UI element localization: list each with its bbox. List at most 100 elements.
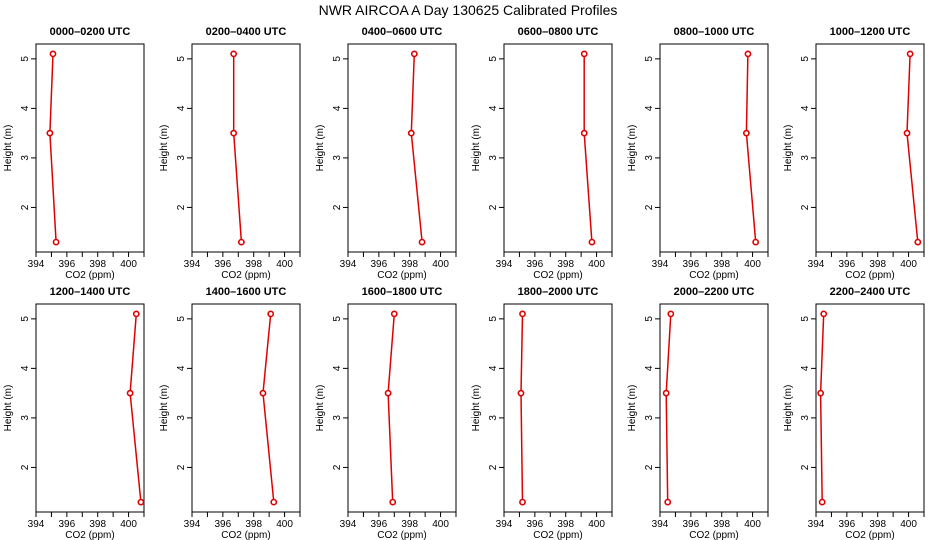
y-tick-label: 5 — [176, 56, 187, 62]
y-tick-label: 5 — [332, 56, 343, 62]
y-tick-label: 3 — [644, 155, 655, 161]
x-tick-label: 394 — [184, 519, 201, 530]
x-axis-label: CO2 (ppm) — [377, 270, 426, 281]
x-tick-label: 398 — [89, 259, 106, 270]
data-point — [519, 498, 526, 506]
y-axis-label: Height (m) — [315, 385, 326, 432]
x-tick-label: 396 — [683, 259, 700, 270]
panel-title: 2200–2400 UTC — [830, 286, 911, 298]
profile-line — [49, 53, 57, 243]
data-point — [237, 238, 245, 246]
panel-6: 1000–1200 UTC 394 396 398 400 2 3 4 5 CO2 (ppm) He… — [783, 26, 925, 281]
x-tick-label: 394 — [652, 519, 669, 530]
data-point — [662, 389, 670, 397]
panel-title: 1600–1800 UTC — [362, 286, 443, 298]
panel-title: 1200–1400 UTC — [50, 286, 131, 298]
y-tick-label: 5 — [644, 56, 655, 62]
y-tick-label: 3 — [20, 155, 31, 161]
y-tick-label: 2 — [20, 204, 31, 210]
x-axis-label: CO2 (ppm) — [533, 270, 582, 281]
y-tick-label: 5 — [332, 316, 343, 322]
y-axis-label: Height (m) — [3, 385, 14, 432]
panel-title: 1000–1200 UTC — [830, 26, 911, 38]
x-tick-label: 398 — [245, 519, 262, 530]
y-tick-label: 4 — [176, 365, 187, 371]
panel-7: 1200–1400 UTC 394 396 398 400 2 3 4 5 CO2 (ppm) He… — [3, 286, 145, 540]
panel-title: 2000–2200 UTC — [674, 286, 755, 298]
y-tick-label: 4 — [800, 105, 811, 111]
x-tick-label: 394 — [340, 259, 357, 270]
plot-frame — [659, 43, 769, 253]
x-tick-label: 400 — [744, 259, 761, 270]
y-tick-label: 5 — [20, 316, 31, 322]
x-tick-label: 396 — [215, 519, 232, 530]
panel-10: 1800–2000 UTC 394 396 398 400 2 3 4 5 CO2 (ppm) He… — [471, 286, 613, 540]
x-tick-label: 396 — [371, 519, 388, 530]
plot-frame — [659, 303, 769, 513]
profile-line — [232, 53, 243, 243]
y-tick-label: 5 — [800, 316, 811, 322]
x-tick-label: 398 — [869, 259, 886, 270]
data-point — [519, 310, 526, 318]
x-tick-label: 394 — [340, 519, 357, 530]
x-tick-label: 396 — [839, 519, 856, 530]
y-tick-label: 2 — [332, 204, 343, 210]
y-tick-label: 4 — [488, 365, 499, 371]
y-tick-label: 4 — [20, 365, 31, 371]
panel-title: 1400–1600 UTC — [206, 286, 287, 298]
x-tick-label: 400 — [120, 259, 137, 270]
x-tick-label: 394 — [28, 259, 45, 270]
x-axis-label: CO2 (ppm) — [845, 270, 894, 281]
x-tick-label: 396 — [683, 519, 700, 530]
x-tick-label: 400 — [900, 519, 917, 530]
y-tick-label: 2 — [800, 464, 811, 470]
x-tick-label: 396 — [527, 259, 544, 270]
x-tick-label: 398 — [401, 519, 418, 530]
plot-frame — [347, 43, 457, 253]
plot-frame — [35, 43, 145, 253]
data-point — [588, 238, 596, 246]
x-tick-label: 394 — [28, 519, 45, 530]
y-tick-label: 5 — [20, 56, 31, 62]
y-tick-label: 5 — [800, 56, 811, 62]
data-point — [126, 389, 134, 397]
y-tick-label: 4 — [20, 105, 31, 111]
y-tick-label: 2 — [176, 464, 187, 470]
data-point — [914, 238, 922, 246]
y-tick-label: 2 — [644, 464, 655, 470]
x-axis-label: CO2 (ppm) — [221, 270, 270, 281]
profile-line — [129, 313, 142, 503]
panel-11: 2000–2200 UTC 394 396 398 400 2 3 4 5 CO2 (ppm) He… — [627, 286, 769, 540]
y-tick-label: 3 — [644, 415, 655, 421]
y-tick-label: 4 — [332, 105, 343, 111]
x-axis-label: CO2 (ppm) — [65, 530, 114, 540]
y-axis-label: Height (m) — [159, 125, 170, 172]
data-point — [230, 50, 238, 58]
data-point — [46, 129, 54, 137]
y-axis-label: Height (m) — [627, 385, 638, 432]
y-tick-label: 5 — [176, 316, 187, 322]
x-axis-label: CO2 (ppm) — [689, 270, 738, 281]
figure-title: NWR AIRCOA A Day 130625 Calibrated Profi… — [319, 2, 618, 18]
plot-frame — [35, 303, 145, 513]
panel-8: 1400–1600 UTC 394 396 398 400 2 3 4 5 CO2 (ppm) He… — [159, 286, 301, 540]
panel-4: 0600–0800 UTC 394 396 398 400 2 3 4 5 CO2 (ppm) He… — [471, 26, 613, 281]
data-point — [52, 238, 60, 246]
y-tick-label: 3 — [176, 415, 187, 421]
x-tick-label: 400 — [276, 259, 293, 270]
profile-line — [819, 313, 825, 503]
y-tick-label: 2 — [800, 204, 811, 210]
panel-title: 0600–0800 UTC — [518, 26, 599, 38]
y-tick-label: 2 — [644, 204, 655, 210]
panel-title: 0800–1000 UTC — [674, 26, 755, 38]
x-tick-label: 394 — [808, 519, 825, 530]
profile-line — [410, 53, 423, 243]
y-axis-label: Height (m) — [159, 385, 170, 432]
panel-5: 0800–1000 UTC 394 396 398 400 2 3 4 5 CO2 (ppm) He… — [627, 26, 769, 281]
y-axis-label: Height (m) — [471, 385, 482, 432]
y-axis-label: Height (m) — [783, 385, 794, 432]
data-point — [517, 389, 525, 397]
data-point — [389, 498, 397, 506]
y-tick-label: 3 — [800, 155, 811, 161]
data-point — [743, 129, 750, 137]
